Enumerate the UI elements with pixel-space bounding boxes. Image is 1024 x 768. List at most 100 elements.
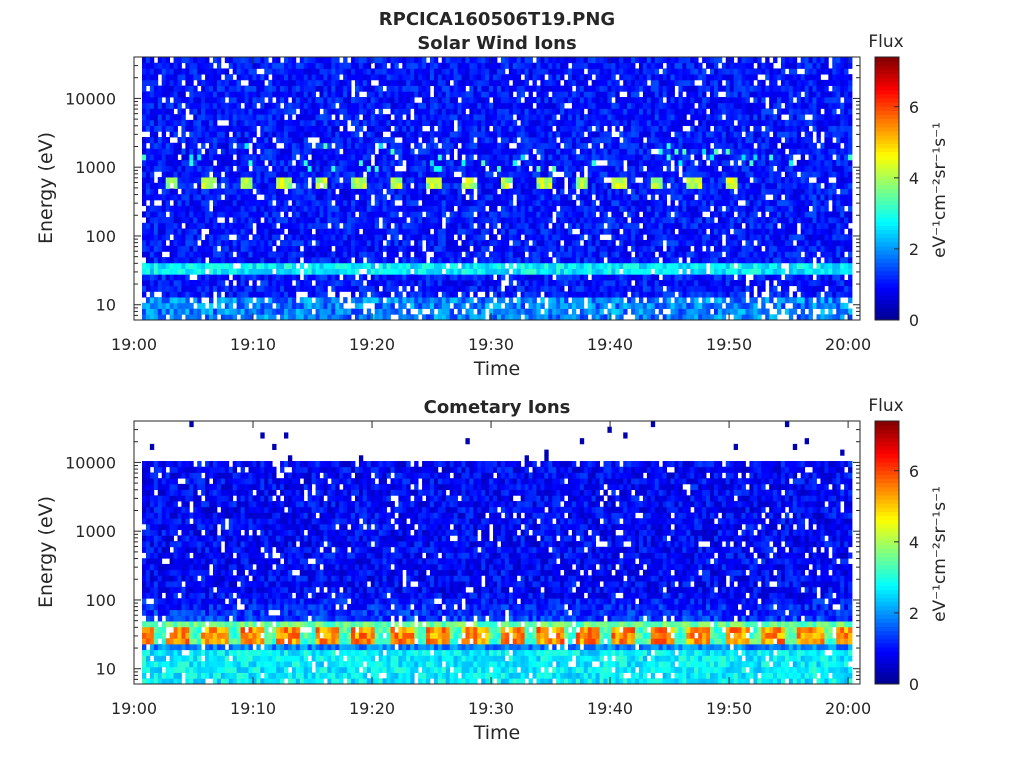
heatmap-cell xyxy=(169,285,174,292)
heatmap-cell xyxy=(536,268,541,275)
heatmap-cell xyxy=(575,285,581,292)
heatmap-cell xyxy=(410,297,415,304)
heatmap-cell xyxy=(710,302,715,309)
heatmap-cell xyxy=(583,291,589,298)
heatmap-cell xyxy=(792,297,798,304)
heatmap-cell xyxy=(252,148,257,155)
heatmap-cell xyxy=(343,188,348,195)
heatmap-cell xyxy=(607,188,612,195)
heatmap-cell xyxy=(642,171,648,178)
heatmap-cell xyxy=(457,222,462,229)
heatmap-cell xyxy=(390,142,395,149)
heatmap-cell xyxy=(228,222,234,229)
heatmap-cell xyxy=(240,217,245,224)
heatmap-cell xyxy=(504,154,510,161)
heatmap-cell xyxy=(773,239,778,247)
heatmap-cell xyxy=(658,142,664,149)
heatmap-cell xyxy=(177,171,182,178)
heatmap-cell xyxy=(449,228,455,235)
heatmap-cell xyxy=(788,205,794,212)
heatmap-cell xyxy=(287,148,293,155)
heatmap-cell xyxy=(717,217,723,224)
heatmap-cell xyxy=(658,194,664,201)
heatmap-cell xyxy=(599,285,604,292)
heatmap-cell xyxy=(690,262,695,269)
heatmap-cell xyxy=(516,257,522,264)
heatmap-cell xyxy=(335,314,340,321)
heatmap-cell xyxy=(571,159,577,167)
heatmap-cell xyxy=(524,205,529,212)
heatmap-cell xyxy=(595,302,600,309)
heatmap-cell xyxy=(437,148,443,155)
heatmap-cell xyxy=(240,177,245,184)
heatmap-cell xyxy=(682,182,687,189)
heatmap-cell xyxy=(769,285,774,292)
heatmap-cell xyxy=(406,159,411,167)
heatmap-cell xyxy=(575,302,581,309)
heatmap-cell xyxy=(429,182,435,189)
heatmap-cell xyxy=(343,239,348,247)
heatmap-cell xyxy=(493,302,498,309)
heatmap-cell xyxy=(548,142,553,149)
heatmap-cell xyxy=(796,177,802,184)
heatmap-cell xyxy=(197,274,202,281)
heatmap-cell xyxy=(710,188,715,195)
heatmap-cell xyxy=(232,291,238,298)
heatmap-cell xyxy=(201,177,206,184)
heatmap-cell xyxy=(544,171,549,178)
heatmap-cell xyxy=(587,148,593,155)
heatmap-cell xyxy=(224,257,230,264)
heatmap-cell xyxy=(575,268,581,275)
heatmap-cell xyxy=(390,154,395,161)
heatmap-cell xyxy=(224,268,230,275)
heatmap-cell xyxy=(808,199,813,207)
heatmap-cell xyxy=(457,194,462,201)
heatmap-cell xyxy=(662,297,668,304)
heatmap-cell xyxy=(556,302,561,309)
heatmap-cell xyxy=(556,291,561,298)
heatmap-cell xyxy=(481,239,486,247)
heatmap-cell xyxy=(473,285,478,292)
heatmap-cell xyxy=(832,274,837,281)
heatmap-cell xyxy=(331,314,336,321)
heatmap-cell xyxy=(741,188,746,195)
heatmap-cell xyxy=(272,228,277,235)
heatmap-cell xyxy=(800,308,806,315)
heatmap-cell xyxy=(816,188,821,195)
heatmap-cell xyxy=(181,245,186,252)
heatmap-cell xyxy=(169,239,174,247)
heatmap-cell xyxy=(173,177,178,184)
heatmap-cell xyxy=(757,279,762,287)
heatmap-cell xyxy=(824,182,829,189)
heatmap-cell xyxy=(571,165,577,172)
heatmap-cell xyxy=(469,279,474,287)
heatmap-cell xyxy=(516,142,522,149)
heatmap-cell xyxy=(595,182,600,189)
heatmap-cell xyxy=(351,171,356,178)
heatmap-cell xyxy=(520,188,526,195)
heatmap-cell xyxy=(197,245,202,252)
heatmap-cell xyxy=(414,262,419,269)
heatmap-cell xyxy=(378,245,384,252)
heatmap-cell xyxy=(161,285,167,292)
heatmap-cell xyxy=(848,279,853,287)
heatmap-cell xyxy=(232,285,238,292)
heatmap-cell xyxy=(295,314,301,321)
heatmap-cell xyxy=(757,245,762,252)
heatmap-cell xyxy=(824,234,829,241)
heatmap-cell xyxy=(295,199,301,207)
heatmap-cell xyxy=(280,222,285,229)
heatmap-cell xyxy=(627,257,632,264)
heatmap-cell xyxy=(485,188,490,195)
heatmap-cell xyxy=(627,262,632,269)
heatmap-cell xyxy=(690,228,695,235)
heatmap-cell xyxy=(733,199,739,207)
heatmap-cell xyxy=(599,148,604,155)
heatmap-cell xyxy=(717,285,723,292)
heatmap-cell xyxy=(812,188,817,195)
heatmap-cell xyxy=(323,239,328,247)
heatmap-cell xyxy=(284,159,289,167)
heatmap-cell xyxy=(713,142,719,149)
heatmap-cell xyxy=(512,148,518,155)
heatmap-cell xyxy=(453,194,458,201)
